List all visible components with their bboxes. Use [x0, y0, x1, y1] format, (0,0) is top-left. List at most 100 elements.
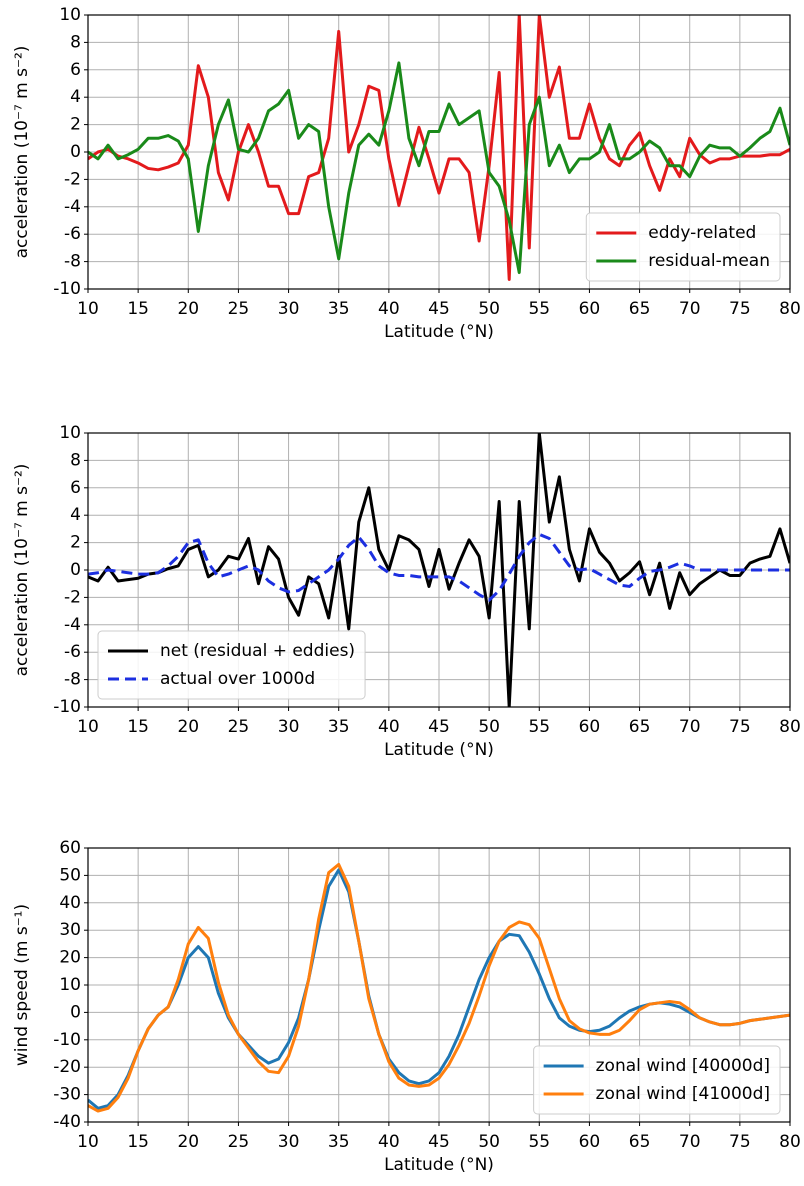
series-line: [88, 862, 790, 1113]
x-tick-label: 65: [629, 717, 651, 737]
legend-box: [97, 630, 366, 700]
x-tick-label: 75: [729, 1132, 751, 1152]
legend: zonal wind [40000d] zonal wind [41000d]: [533, 1045, 781, 1115]
x-tick-label: 30: [278, 717, 300, 737]
legend: net (residual + eddies) actual over 1000d: [97, 630, 366, 700]
x-tick-label: 65: [629, 299, 651, 319]
plot-frame: [87, 14, 791, 290]
y-tick-label: 0: [70, 142, 81, 162]
legend-label: actual over 1000d: [160, 669, 315, 689]
y-tick-label: -2: [64, 169, 81, 189]
x-tick-label: 45: [428, 299, 450, 319]
y-tick-label: 50: [59, 865, 81, 885]
legend-label: net (residual + eddies): [160, 641, 355, 661]
x-axis-label: Latitude (°N): [384, 1155, 494, 1175]
y-tick-label: -4: [64, 197, 81, 217]
x-tick-label: 20: [177, 1132, 199, 1152]
x-tick-label: 30: [278, 1132, 300, 1152]
y-tick-label: -8: [64, 670, 81, 690]
y-tick-label: 30: [59, 920, 81, 940]
legend-label: zonal wind [41000d]: [596, 1084, 770, 1104]
y-tick-label: -10: [53, 1030, 81, 1050]
y-tick-label: -6: [64, 224, 81, 244]
x-tick-label: 20: [177, 717, 199, 737]
y-tick-label: -20: [53, 1057, 81, 1077]
y-tick-label: -10: [53, 697, 81, 717]
x-tick-label: 50: [478, 1132, 500, 1152]
y-tick-label: 60: [59, 838, 81, 858]
legend-label: zonal wind [40000d]: [596, 1056, 770, 1076]
subplot: 10 15 20 25 30 35 40 45 50 55 60 65 70 75 80 -40 -30 -20 -…: [12, 838, 801, 1175]
x-tick-label: 55: [528, 299, 550, 319]
y-tick-label: 6: [70, 60, 81, 80]
x-tick-label: 40: [378, 717, 400, 737]
y-tick-label: 10: [59, 5, 81, 25]
y-tick-label: 8: [70, 32, 81, 52]
x-tick-label: 20: [177, 299, 199, 319]
y-tick-label: 10: [59, 423, 81, 443]
x-tick-label: 60: [579, 717, 601, 737]
series-line: [88, 532, 790, 602]
x-tick-label: 10: [77, 1132, 99, 1152]
x-tick-label: 35: [328, 299, 350, 319]
y-tick-label: 0: [70, 560, 81, 580]
x-axis-label: Latitude (°N): [384, 322, 494, 342]
x-tick-label: 75: [729, 717, 751, 737]
x-tick-label: 25: [228, 1132, 250, 1152]
x-tick-label: 15: [127, 299, 149, 319]
x-tick-label: 30: [278, 299, 300, 319]
y-tick-label: 4: [70, 505, 81, 525]
subplot: 10 15 20 25 30 35 40 45 50 55 60 65 70 75 80-10-8-6-4-…: [12, 423, 801, 760]
x-axis-label: Latitude (°N): [384, 740, 494, 760]
x-tick-label: 15: [127, 717, 149, 737]
y-tick-label: 40: [59, 893, 81, 913]
x-tick-label: 70: [679, 1132, 701, 1152]
x-tick-label: 55: [528, 1132, 550, 1152]
y-tick-label: 6: [70, 478, 81, 498]
y-tick-label: -40: [53, 1112, 81, 1132]
x-tick-label: 45: [428, 1132, 450, 1152]
x-tick-label: 25: [228, 299, 250, 319]
legend-box: [533, 1045, 781, 1115]
y-tick-label: -4: [64, 615, 81, 635]
y-tick-label: 20: [59, 948, 81, 968]
plot-frame: [87, 847, 791, 1123]
x-tick-label: 35: [328, 717, 350, 737]
x-tick-label: 65: [629, 1132, 651, 1152]
x-tick-label: 25: [228, 717, 250, 737]
x-tick-label: 40: [378, 1132, 400, 1152]
x-tick-label: 70: [679, 299, 701, 319]
y-axis-label: wind speed (m s⁻¹): [12, 904, 32, 1066]
plot-frame: [87, 432, 791, 708]
x-tick-label: 15: [127, 1132, 149, 1152]
x-tick-label: 40: [378, 299, 400, 319]
y-tick-label: -2: [64, 587, 81, 607]
y-tick-label: 2: [70, 115, 81, 135]
y-tick-label: 0: [70, 1002, 81, 1022]
x-tick-label: 45: [428, 717, 450, 737]
series-line: [88, 61, 790, 275]
legend: eddy-related residual-mean: [585, 212, 781, 282]
x-tick-label: 75: [729, 299, 751, 319]
x-tick-label: 50: [478, 299, 500, 319]
series-line: [88, 868, 790, 1110]
legend-label: eddy-related: [648, 223, 756, 243]
x-tick-label: 60: [579, 1132, 601, 1152]
legend-box: [585, 212, 781, 282]
y-tick-label: -10: [53, 279, 81, 299]
y-tick-label: 2: [70, 533, 81, 553]
x-tick-label: 10: [77, 299, 99, 319]
x-tick-label: 55: [528, 717, 550, 737]
y-axis-label: acceleration (10⁻⁷ m s⁻²): [12, 46, 32, 259]
x-tick-label: 50: [478, 717, 500, 737]
y-tick-label: 10: [59, 975, 81, 995]
x-tick-label: 80: [779, 717, 801, 737]
series-line: [88, 433, 790, 707]
y-tick-label: -30: [53, 1085, 81, 1105]
y-tick-label: -6: [64, 642, 81, 662]
x-tick-label: 80: [779, 1132, 801, 1152]
x-tick-label: 70: [679, 717, 701, 737]
y-tick-label: 4: [70, 87, 81, 107]
